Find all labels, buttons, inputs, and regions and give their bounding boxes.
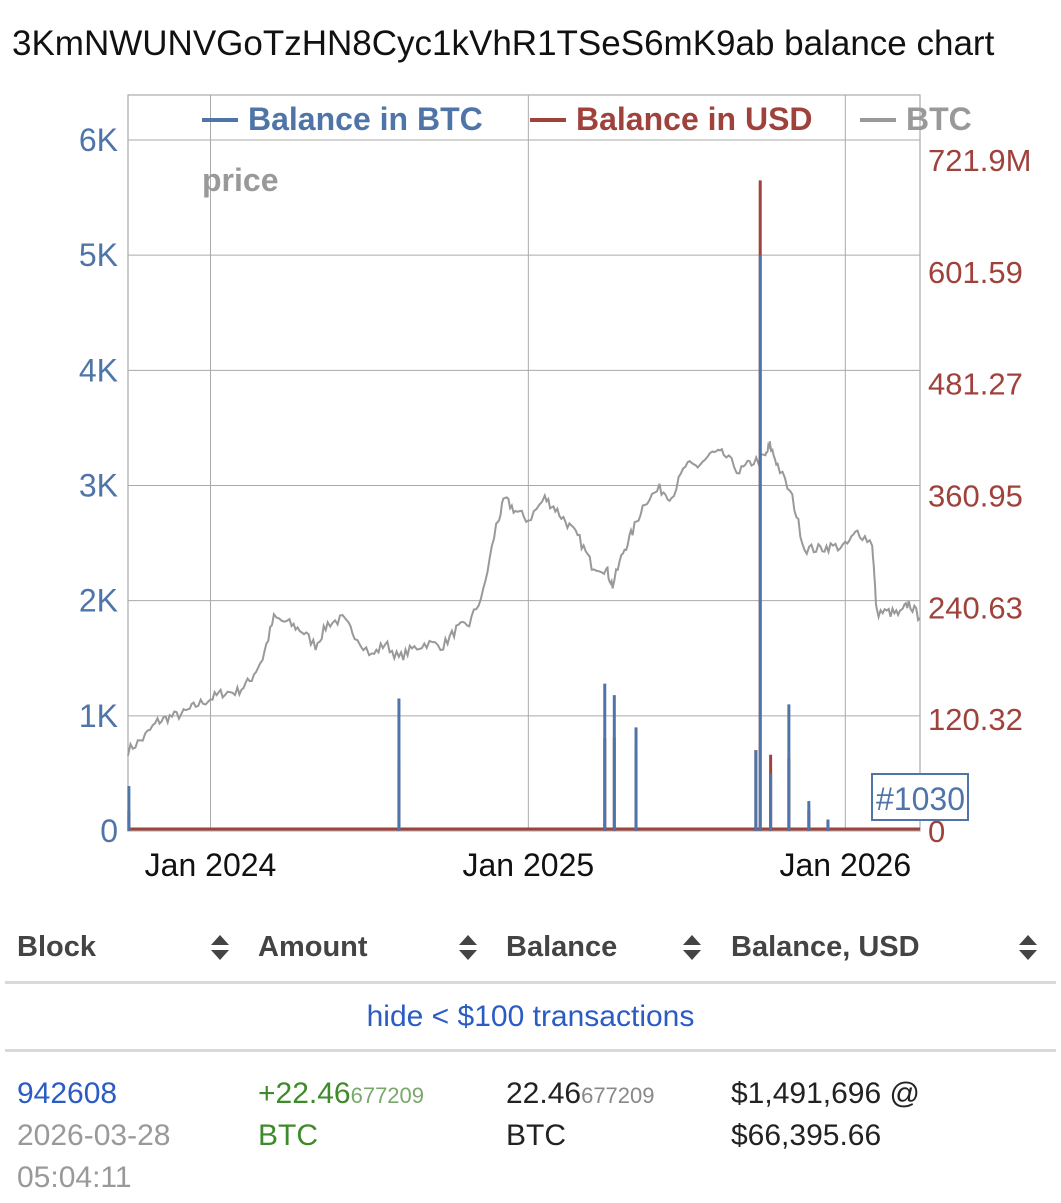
sort-block-icon[interactable] <box>211 935 229 963</box>
sort-amount-icon[interactable] <box>459 935 477 963</box>
amount-main: +22.46 <box>258 1077 351 1110</box>
chart-grid <box>127 94 921 832</box>
balance-usd-layer <box>127 180 920 831</box>
sort-balance-icon[interactable] <box>683 935 701 963</box>
header-amount[interactable]: Amount <box>258 931 368 963</box>
sort-balance-usd-icon[interactable] <box>1019 935 1037 963</box>
header-balance-usd[interactable]: Balance, USD <box>731 931 920 963</box>
x-tick-label: Jan 2024 <box>145 847 277 880</box>
plot-frame <box>127 94 921 832</box>
right-axis: 0 120.32 240.63 360.95 481.27 601.59 721.9M <box>928 143 1031 849</box>
left-axis: 0 1K 2K 3K 4K 5K 6K <box>79 122 118 849</box>
y-left-tick-label: 1K <box>79 698 118 734</box>
x-axis: Jan 2024 Jan 2025 Jan 2026 <box>145 847 911 880</box>
tx-balance: 22.46677209 <box>506 1073 655 1117</box>
chart-legend: Balance in BTC Balance in USD BTC price <box>202 101 972 198</box>
header-divider <box>5 981 1056 984</box>
transactions-table: Block Amount Balance Balance, USD hide <… <box>0 915 1061 1194</box>
table-row: 942608 2026-03-28 05:04:11 +22.46677209 … <box>0 1063 1061 1203</box>
btc-price-layer <box>127 441 921 756</box>
usd-balance: $1,491,696 @ <box>731 1077 920 1110</box>
balance-chart: 0 1K 2K 3K 4K 5K 6K 0 120.32 240.63 360.95 481.27 6… <box>79 94 1031 880</box>
balance-btc-layer <box>127 255 830 831</box>
y-left-tick-label: 4K <box>79 352 118 388</box>
tx-date: 2026-03-28 <box>17 1119 171 1152</box>
marker-box[interactable]: #1030 <box>871 773 969 821</box>
header-balance[interactable]: Balance <box>506 931 618 963</box>
balance-unit: BTC <box>506 1119 566 1152</box>
usd-price: $66,395.66 <box>731 1119 882 1152</box>
balance-small-digits: 677209 <box>581 1083 655 1108</box>
block-link[interactable]: 942608 <box>17 1077 118 1110</box>
y-left-tick-label: 6K <box>79 122 118 158</box>
amount-small-digits: 677209 <box>350 1083 425 1108</box>
y-right-tick-label: 481.27 <box>928 367 1023 402</box>
legend-label: Balance in BTC <box>248 101 483 137</box>
y-right-tick-label: 0 <box>928 814 945 849</box>
header-block[interactable]: Block <box>17 931 96 963</box>
tx-time: 05:04:11 <box>17 1161 132 1194</box>
y-right-tick-label: 120.32 <box>928 702 1023 737</box>
table-header: Block Amount Balance Balance, USD <box>0 915 1061 984</box>
btc-price-line <box>127 441 921 756</box>
y-left-tick-label: 5K <box>79 237 118 273</box>
y-left-tick-label: 2K <box>79 583 118 619</box>
amount-unit: BTC <box>258 1119 318 1152</box>
legend-label: BTC <box>906 101 972 137</box>
y-left-tick-label: 3K <box>79 468 118 504</box>
tx-amount: +22.46677209 <box>258 1073 424 1117</box>
marker-frame <box>871 773 969 821</box>
balance-main: 22.46 <box>506 1077 582 1110</box>
y-left-tick-label: 0 <box>100 813 118 849</box>
x-tick-label: Jan 2026 <box>779 847 911 880</box>
marker-label: #1030 <box>876 781 965 817</box>
legend-label: price <box>202 162 278 198</box>
y-right-tick-label: 601.59 <box>928 255 1023 290</box>
legend-label: Balance in USD <box>576 101 813 137</box>
y-right-tick-label: 721.9M <box>928 143 1031 178</box>
y-right-tick-label: 240.63 <box>928 590 1023 625</box>
x-tick-label: Jan 2025 <box>463 847 595 880</box>
page-title: 3KmNWUNVGoTzHN8Cyc1kVhR1TSeS6mK9ab balan… <box>12 24 995 63</box>
hide-small-transactions-link[interactable]: hide < $100 transactions <box>366 1000 695 1033</box>
row-divider <box>5 1049 1056 1052</box>
y-right-tick-label: 360.95 <box>928 479 1023 514</box>
